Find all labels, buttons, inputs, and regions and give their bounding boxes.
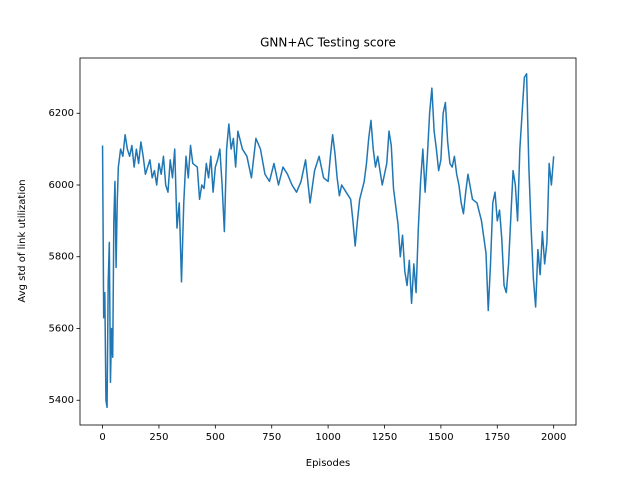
line-series	[101, 73, 555, 409]
y-tick-label: 6200	[49, 108, 74, 119]
x-tick-label: 1000	[315, 432, 340, 443]
x-tick-label: 2000	[541, 432, 566, 443]
x-tick-label: 750	[262, 432, 281, 443]
y-tick-label: 5800	[49, 252, 74, 263]
x-tick-label: 500	[206, 432, 225, 443]
x-tick-label: 1250	[372, 432, 397, 443]
chart-title: GNN+AC Testing score	[260, 36, 396, 50]
x-axis-label: Episodes	[306, 458, 350, 469]
x-tick-label: 1500	[428, 432, 453, 443]
x-tick-label: 250	[149, 432, 168, 443]
y-tick-label: 5600	[49, 323, 74, 334]
plot-frame	[79, 57, 577, 426]
x-tick-label: 0	[99, 432, 105, 443]
y-axis-label: Avg std of link utilization	[17, 179, 28, 302]
x-tick-label: 1750	[485, 432, 510, 443]
y-tick-label: 5400	[49, 395, 74, 406]
y-tick-label: 6000	[49, 180, 74, 191]
